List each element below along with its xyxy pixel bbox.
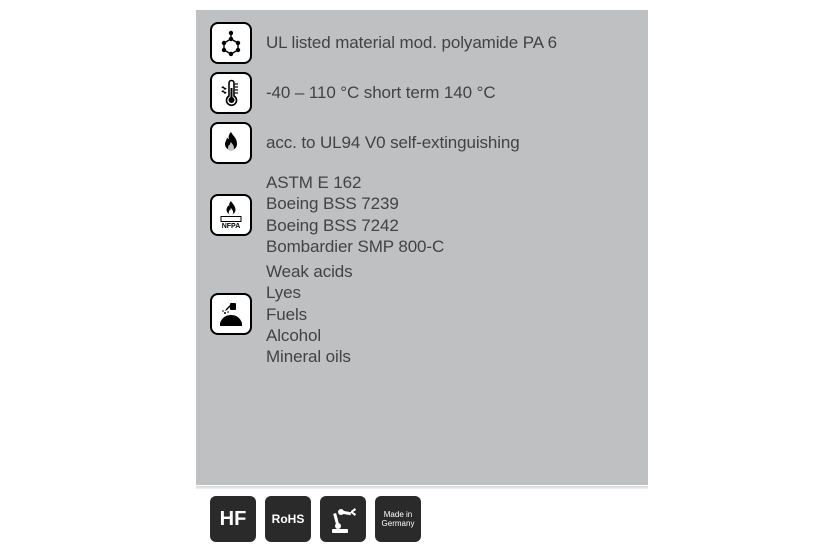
spec-chemicals-line: Weak acids — [266, 261, 634, 282]
spec-material-text: UL listed material mod. polyamide PA 6 — [266, 33, 557, 52]
spec-panel: UL listed material mod. polyamide PA 6 — [196, 10, 648, 485]
spec-standards-line: Boeing BSS 7239 — [266, 193, 634, 214]
rohs-badge-label: RoHS — [272, 512, 305, 526]
spec-row-standards: NFPA ASTM E 162 Boeing BSS 7239 Boeing B… — [210, 172, 634, 257]
spec-chemicals-line: Alcohol — [266, 325, 634, 346]
hf-badge-label: HF — [220, 508, 247, 531]
made-in-label: Made in — [384, 510, 412, 519]
spec-row-chemicals: Weak acids Lyes Fuels Alcohol Mineral oi… — [210, 261, 634, 367]
spec-row-temperature: -40 – 110 °C short term 140 °C — [210, 72, 634, 114]
molecule-icon — [210, 22, 252, 64]
spec-temperature-text: -40 – 110 °C short term 140 °C — [266, 83, 496, 102]
spec-chemicals-line: Mineral oils — [266, 346, 634, 367]
nfpa-icon: NFPA — [210, 194, 252, 236]
spec-standards-line: Bombardier SMP 800-C — [266, 236, 634, 257]
spec-chemicals-line: Fuels — [266, 304, 634, 325]
spec-chemicals-line: Lyes — [266, 282, 634, 303]
spec-flammability-text: acc. to UL94 V0 self-extinguishing — [266, 133, 520, 152]
made-in-germany-badge: Made in Germany — [375, 496, 421, 542]
panel-divider — [196, 486, 648, 489]
rohs-badge: RoHS — [265, 496, 311, 542]
spec-row-material: UL listed material mod. polyamide PA 6 — [210, 22, 634, 64]
spec-standards-line: Boeing BSS 7242 — [266, 215, 634, 236]
robot-arm-icon — [326, 502, 360, 536]
badge-strip: HF RoHS Made in Germany — [196, 496, 648, 542]
hf-badge: HF — [210, 496, 256, 542]
spec-standards-line: ASTM E 162 — [266, 172, 634, 193]
thermometer-icon — [210, 72, 252, 114]
flame-icon — [210, 122, 252, 164]
robot-badge — [320, 496, 366, 542]
spec-row-flammability: acc. to UL94 V0 self-extinguishing — [210, 122, 634, 164]
chemical-resistance-icon — [210, 293, 252, 335]
germany-label: Germany — [382, 519, 415, 528]
